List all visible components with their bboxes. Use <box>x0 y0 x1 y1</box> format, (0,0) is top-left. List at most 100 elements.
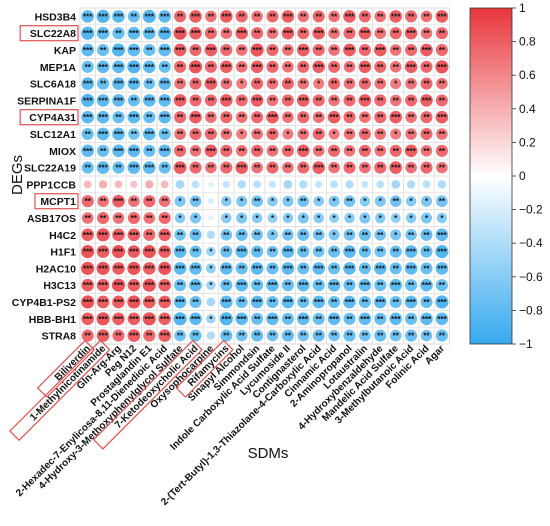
heatmap-point <box>297 60 310 73</box>
significance-mark: *** <box>114 63 124 72</box>
heatmap-point <box>283 179 293 189</box>
heatmap-point <box>205 10 217 23</box>
significance-mark: * <box>240 130 244 139</box>
significance-mark: * <box>271 197 275 206</box>
heatmap-point <box>127 295 141 309</box>
significance-mark: ** <box>131 12 138 21</box>
significance-mark: *** <box>145 281 155 290</box>
significance-mark: *** <box>268 315 278 324</box>
heatmap-point <box>389 329 402 342</box>
heatmap-point <box>297 161 310 174</box>
heatmap-point <box>98 180 108 189</box>
heatmap-point <box>328 77 341 90</box>
significance-mark: ** <box>346 231 353 240</box>
significance-mark: *** <box>314 29 324 38</box>
significance-mark: ** <box>362 147 369 156</box>
colorbar-bar <box>469 7 513 345</box>
heatmap-point <box>142 127 156 141</box>
heatmap-point <box>358 94 372 107</box>
significance-mark: * <box>240 80 244 89</box>
significance-mark: *** <box>422 96 432 105</box>
column-highlight-box <box>9 339 111 442</box>
heatmap-point <box>266 312 279 326</box>
heatmap-point <box>282 229 294 241</box>
heatmap-point <box>219 60 233 74</box>
heatmap-point <box>358 295 371 309</box>
heatmap-point <box>312 10 325 23</box>
heatmap-point <box>208 181 214 188</box>
significance-mark: *** <box>237 29 247 38</box>
significance-mark: *** <box>406 63 416 72</box>
significance-mark: ** <box>269 164 276 173</box>
significance-mark: *** <box>83 298 93 307</box>
significance-mark: *** <box>145 63 155 72</box>
significance-mark: ** <box>331 298 338 307</box>
significance-mark: *** <box>329 315 339 324</box>
significance-mark: *** <box>437 298 447 307</box>
heatmap-point <box>81 278 95 292</box>
significance-mark: *** <box>114 130 124 139</box>
significance-mark: *** <box>175 315 185 324</box>
significance-mark: ** <box>346 63 353 72</box>
heatmap-point <box>220 77 233 90</box>
significance-mark: * <box>209 315 213 324</box>
heatmap-point <box>343 111 356 124</box>
row-label: H1F1 <box>50 247 76 259</box>
significance-mark: *** <box>129 46 139 55</box>
heatmap-point <box>328 245 341 258</box>
heatmap-point <box>376 180 385 189</box>
significance-mark: *** <box>114 80 124 89</box>
significance-mark: *** <box>83 96 93 105</box>
heatmap-point <box>266 60 279 73</box>
heatmap-point <box>374 329 387 342</box>
significance-mark: * <box>363 197 367 206</box>
row-label: STRA8 <box>42 331 77 343</box>
heatmap-point <box>127 211 140 225</box>
heatmap-point <box>251 111 264 124</box>
significance-mark: * <box>333 214 337 223</box>
significance-mark: ** <box>300 332 307 341</box>
heatmap-point <box>127 110 141 124</box>
significance-mark: ** <box>254 29 261 38</box>
significance-mark: ** <box>285 147 292 156</box>
heatmap-point <box>296 43 310 57</box>
heatmap-point <box>328 94 340 107</box>
heatmap-point <box>282 161 294 174</box>
heatmap-point <box>343 312 356 325</box>
heatmap-point <box>81 93 95 107</box>
significance-mark: ** <box>115 214 122 223</box>
significance-mark: *** <box>391 164 401 173</box>
heatmap-point <box>297 128 310 140</box>
significance-mark: ** <box>146 113 153 122</box>
heatmap-point <box>206 230 216 239</box>
heatmap-point <box>406 180 416 189</box>
significance-mark: *** <box>237 281 247 290</box>
significance-mark: *** <box>360 96 370 105</box>
significance-mark: *** <box>299 46 309 55</box>
heatmap-point <box>220 43 233 57</box>
significance-mark: ** <box>423 63 430 72</box>
significance-mark: ** <box>254 281 261 290</box>
heatmap-point <box>220 245 233 258</box>
heatmap-point <box>404 144 418 158</box>
significance-mark: *** <box>329 113 339 122</box>
heatmap-point <box>327 110 341 124</box>
significance-mark: ** <box>377 164 384 173</box>
heatmap-point <box>281 245 295 258</box>
significance-mark: ** <box>100 147 107 156</box>
heatmap-point <box>81 245 95 259</box>
column-highlight-box <box>92 339 203 450</box>
significance-mark: *** <box>83 29 93 38</box>
heatmap-point <box>251 27 264 40</box>
significance-mark: *** <box>376 298 386 307</box>
heatmap-point <box>405 161 417 174</box>
significance-mark: *** <box>83 248 93 257</box>
heatmap-point <box>112 262 125 275</box>
significance-mark: *** <box>360 29 370 38</box>
heatmap-point <box>328 295 341 309</box>
heatmap-point <box>143 43 156 57</box>
heatmap-point <box>114 180 123 189</box>
heatmap-point <box>343 128 356 140</box>
heatmap-point <box>220 229 233 241</box>
heatmap-point <box>312 279 325 292</box>
